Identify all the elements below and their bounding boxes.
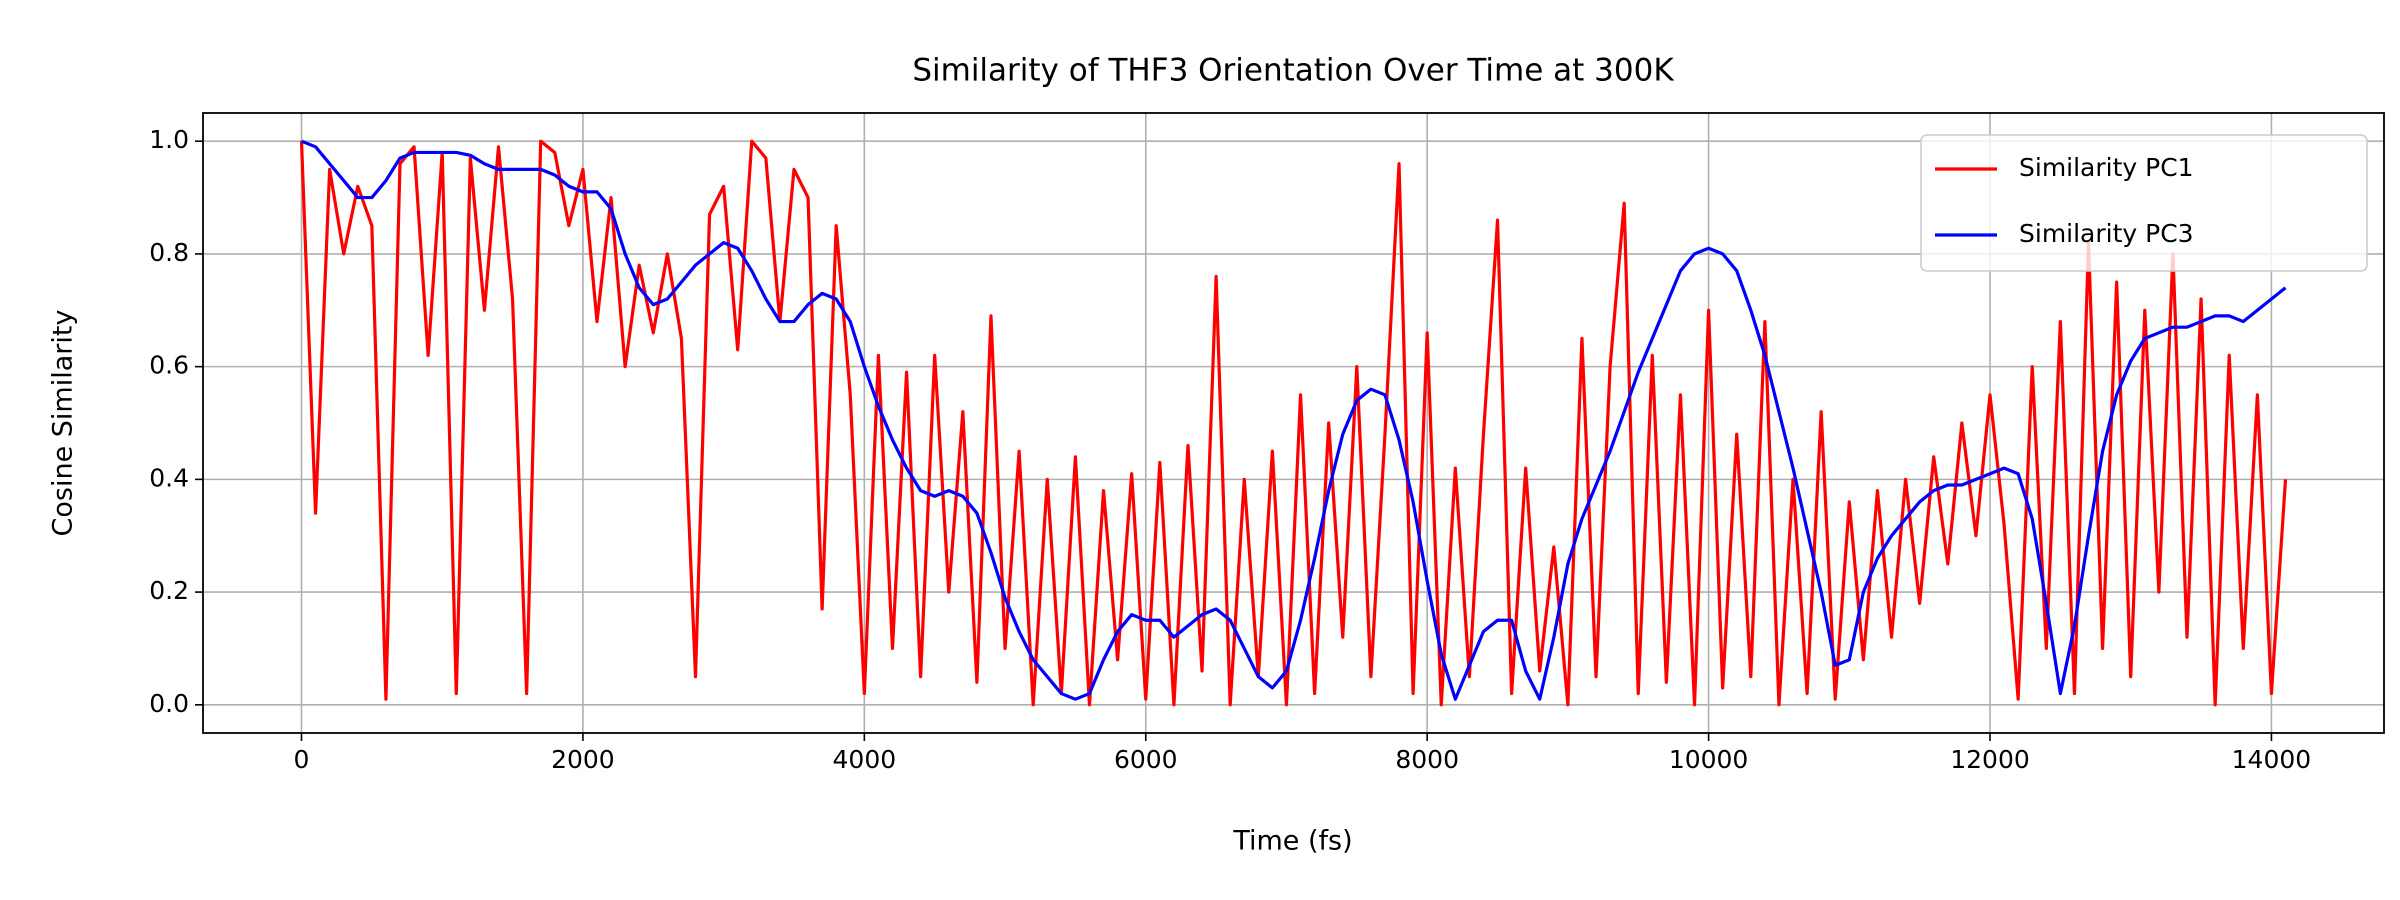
data-line — [300, 139, 2287, 701]
x-axis-label: Time (fs) — [1232, 826, 1352, 857]
data-line — [299, 139, 2288, 707]
plot-frame — [202, 112, 2385, 734]
y-tick-label: 0.2 — [149, 576, 189, 605]
chart-title: Similarity of THF3 Orientation Over Time… — [912, 53, 1674, 89]
y-tick-label: 0.8 — [149, 238, 189, 267]
x-tick-label: 10000 — [1669, 745, 1749, 774]
y-tick-label: 0.0 — [149, 689, 189, 718]
y-tick-label: 0.6 — [149, 351, 189, 380]
y-axis-label: Cosine Similarity — [48, 310, 79, 537]
x-tick-label: 4000 — [833, 745, 897, 774]
x-tick-label: 12000 — [1950, 745, 2030, 774]
x-tick-label: 2000 — [551, 745, 615, 774]
x-tick-label: 6000 — [1114, 745, 1178, 774]
x-tick-label: 8000 — [1395, 745, 1459, 774]
legend-label: Similarity PC1 — [2019, 153, 2194, 182]
y-tick-label: 0.4 — [149, 463, 189, 492]
y-tick-label: 1.0 — [149, 125, 189, 154]
legend-box — [1920, 134, 2368, 272]
x-tick-label: 14000 — [2232, 745, 2312, 774]
x-tick-label: 0 — [294, 745, 310, 774]
legend-label: Similarity PC3 — [2019, 219, 2194, 248]
legend: Similarity PC1 Similarity PC3 — [1920, 134, 2368, 272]
